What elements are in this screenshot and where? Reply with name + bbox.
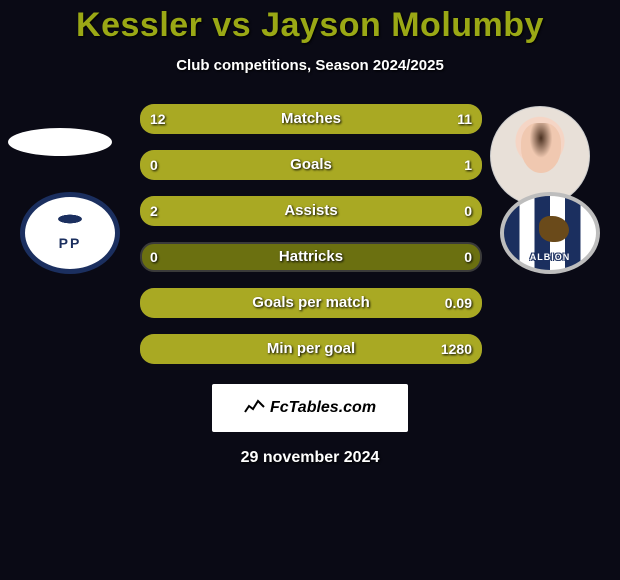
source-icon	[244, 398, 266, 419]
stat-value-right: 1	[464, 150, 472, 180]
generated-date: 29 november 2024	[0, 449, 620, 467]
stat-value-right: 0	[464, 196, 472, 226]
stat-row: Hattricks0 0	[140, 242, 482, 272]
page-title: Kessler vs Jayson Molumby	[0, 0, 620, 45]
source-brand: FcTables.com	[270, 399, 376, 417]
stat-row: Goals0 1	[140, 150, 482, 180]
stat-label: Min per goal	[140, 334, 482, 364]
stat-label: Goals per match	[140, 288, 482, 318]
stat-row: Assists2 0	[140, 196, 482, 226]
stat-label: Matches	[140, 104, 482, 134]
stat-value-right: 0.09	[445, 288, 472, 318]
stat-label: Assists	[140, 196, 482, 226]
player-right-avatar	[490, 106, 590, 206]
player-left-avatar	[8, 128, 112, 156]
source-badge: FcTables.com	[212, 384, 408, 432]
stat-row: Goals per match0.09	[140, 288, 482, 318]
stat-value-right: 0	[464, 242, 472, 272]
stat-row: Matches12 11	[140, 104, 482, 134]
stat-value-left: 0	[150, 242, 158, 272]
stat-label: Goals	[140, 150, 482, 180]
club-left-crest	[20, 192, 120, 274]
stat-value-right: 1280	[441, 334, 472, 364]
stat-value-right: 11	[457, 104, 472, 134]
stats-bars: Matches1211Goals01Assists20Hattricks00Go…	[140, 104, 482, 380]
club-right-crest	[500, 192, 600, 274]
stat-row: Min per goal1280	[140, 334, 482, 364]
stat-label: Hattricks	[140, 242, 482, 272]
stat-value-left: 2	[150, 196, 158, 226]
subtitle: Club competitions, Season 2024/2025	[0, 57, 620, 74]
stat-value-left: 0	[150, 150, 158, 180]
stat-value-left: 12	[150, 104, 166, 134]
